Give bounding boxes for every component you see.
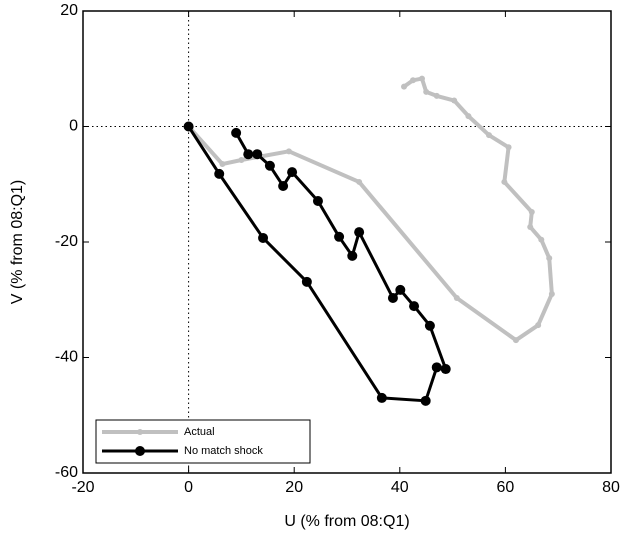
series-marker bbox=[548, 290, 555, 297]
series-marker bbox=[243, 149, 254, 160]
legend-marker bbox=[137, 429, 143, 435]
series-marker bbox=[512, 337, 519, 344]
series-marker bbox=[347, 250, 358, 261]
series-marker bbox=[219, 161, 226, 168]
series-marker bbox=[354, 227, 365, 238]
x-tick-label: 0 bbox=[184, 479, 193, 496]
series-marker bbox=[387, 293, 398, 304]
series-marker bbox=[501, 178, 508, 185]
series-marker bbox=[356, 178, 363, 185]
series-marker bbox=[465, 113, 472, 120]
x-tick-label: 20 bbox=[285, 479, 303, 496]
series-marker bbox=[527, 223, 534, 230]
y-tick-label: -40 bbox=[55, 349, 78, 366]
x-tick-label: 80 bbox=[602, 479, 620, 496]
series-marker bbox=[264, 160, 275, 171]
y-tick-label: -20 bbox=[55, 233, 78, 250]
series-marker bbox=[278, 180, 289, 191]
series-marker bbox=[486, 132, 493, 139]
series-marker bbox=[431, 362, 442, 373]
series-marker bbox=[334, 231, 345, 242]
series-marker bbox=[252, 149, 263, 160]
series-marker bbox=[451, 97, 458, 104]
series-marker bbox=[423, 88, 430, 95]
series-marker bbox=[395, 284, 406, 295]
plot-frame bbox=[82, 10, 612, 474]
legend-label: No match shock bbox=[184, 445, 263, 457]
x-tick-label: 40 bbox=[391, 479, 409, 496]
series-marker bbox=[528, 208, 535, 215]
y-axis-label: V (% from 08:Q1) bbox=[9, 180, 26, 304]
series-marker bbox=[214, 168, 225, 179]
series-marker bbox=[453, 295, 460, 302]
series-marker bbox=[424, 320, 435, 331]
series-marker bbox=[376, 392, 387, 403]
x-tick-label: -20 bbox=[71, 479, 94, 496]
series-marker bbox=[231, 127, 242, 138]
series-marker bbox=[418, 75, 425, 82]
series-marker bbox=[312, 195, 323, 206]
series-marker bbox=[287, 167, 298, 178]
x-tick-label: 60 bbox=[497, 479, 515, 496]
x-axis-label: U (% from 08:Q1) bbox=[284, 513, 409, 530]
series-marker bbox=[420, 395, 431, 406]
y-tick-label: 20 bbox=[60, 2, 78, 19]
series-marker bbox=[535, 322, 542, 329]
series-marker bbox=[410, 77, 416, 84]
series-marker bbox=[285, 148, 292, 155]
series-marker bbox=[538, 236, 545, 243]
series-marker bbox=[238, 156, 245, 163]
y-tick-label: 0 bbox=[69, 118, 78, 135]
series-marker bbox=[505, 144, 512, 151]
series-marker bbox=[301, 276, 312, 287]
series-marker bbox=[409, 301, 420, 312]
series-marker bbox=[401, 83, 408, 90]
series-line bbox=[187, 125, 448, 403]
y-tick-label: -60 bbox=[55, 464, 78, 481]
legend-label: Actual bbox=[184, 426, 215, 438]
series-marker bbox=[258, 232, 269, 243]
series-marker bbox=[440, 364, 451, 375]
series-marker bbox=[433, 92, 440, 99]
legend-marker bbox=[135, 446, 145, 456]
series-marker bbox=[546, 255, 553, 262]
legend-box bbox=[95, 419, 311, 464]
series-marker bbox=[183, 121, 194, 132]
